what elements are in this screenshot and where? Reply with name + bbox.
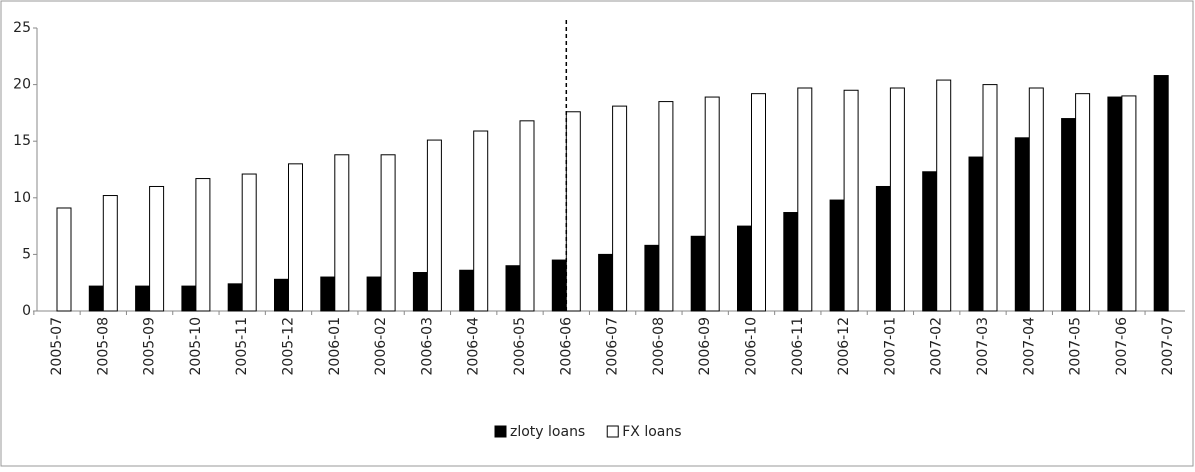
- x-tick-label: 2006-07: [605, 317, 621, 376]
- x-tick-label: 2005-12: [281, 317, 297, 376]
- bar: [1028, 87, 1044, 312]
- y-tick-label: 25: [13, 20, 31, 36]
- x-tick-label: 2006-08: [651, 317, 667, 376]
- x-tick-label: 2007-02: [929, 317, 945, 376]
- bar: [1121, 95, 1137, 312]
- bar: [644, 244, 660, 312]
- bar: [149, 185, 165, 312]
- bar: [426, 139, 442, 312]
- bar: [473, 130, 489, 312]
- bar: [459, 269, 475, 312]
- legend-label: FX loans: [622, 424, 681, 440]
- bar: [936, 79, 952, 312]
- legend-swatch: [494, 425, 507, 438]
- x-tick-label: 2005-09: [142, 317, 158, 376]
- bar: [288, 163, 303, 312]
- bar: [829, 199, 845, 312]
- x-tick-label: 2007-05: [1068, 317, 1084, 376]
- bar: [88, 285, 104, 312]
- legend-swatch: [606, 425, 619, 438]
- bar: [598, 253, 614, 312]
- bar: [690, 235, 706, 312]
- bar: [519, 120, 535, 312]
- x-tick-label: 2007-04: [1021, 317, 1037, 376]
- y-tick-label: 20: [13, 77, 31, 93]
- bar: [565, 111, 581, 312]
- x-tick-label: 2006-02: [373, 317, 389, 376]
- bar: [505, 265, 521, 312]
- bar: [366, 276, 382, 312]
- bar: [102, 195, 118, 312]
- y-tick-label: 5: [22, 246, 31, 262]
- y-tick-label: 10: [13, 190, 31, 206]
- bar: [658, 101, 674, 312]
- bar: [737, 225, 752, 312]
- x-tick-label: 2007-07: [1160, 317, 1176, 376]
- bar: [875, 185, 891, 312]
- x-tick-label: 2005-07: [49, 317, 65, 376]
- bar: [843, 89, 859, 312]
- bar: [412, 272, 428, 312]
- x-tick-label: 2006-05: [512, 317, 528, 376]
- x-tick-label: 2006-06: [558, 317, 574, 376]
- bar: [135, 285, 151, 312]
- y-tick-label: 15: [13, 133, 31, 149]
- bar: [1107, 96, 1123, 312]
- bar: [783, 212, 799, 312]
- bar: [704, 96, 720, 312]
- x-tick-label: 2006-12: [836, 317, 852, 376]
- x-tick-label: 2006-03: [419, 317, 435, 376]
- x-tick-label: 2005-08: [95, 317, 111, 376]
- x-tick-label: 2006-09: [697, 317, 713, 376]
- bar: [889, 87, 905, 312]
- bar: [227, 283, 243, 312]
- x-tick-label: 2007-03: [975, 317, 991, 376]
- bar: [982, 84, 998, 312]
- x-tick-label: 2006-04: [466, 317, 482, 376]
- x-tick-label: 2007-06: [1114, 317, 1130, 376]
- bar: [968, 156, 984, 312]
- bar: [274, 278, 289, 312]
- bar: [1075, 93, 1091, 312]
- bar: [551, 259, 567, 312]
- bar: [181, 285, 197, 312]
- bar: [241, 173, 257, 312]
- bar: [334, 154, 350, 312]
- bar: [1153, 75, 1169, 312]
- bar: [612, 105, 628, 312]
- x-tick-label: 2006-11: [790, 317, 806, 376]
- x-tick-label: 2006-10: [744, 317, 760, 376]
- x-tick-label: 2007-01: [882, 317, 898, 376]
- bar: [797, 87, 813, 312]
- x-tick-label: 2005-11: [234, 317, 250, 376]
- bar: [1014, 137, 1030, 312]
- bar: [320, 276, 336, 312]
- bar: [922, 171, 938, 312]
- y-tick-label: 0: [22, 303, 31, 319]
- bar: [380, 154, 396, 312]
- x-tick-label: 2005-10: [188, 317, 204, 376]
- bar: [195, 178, 211, 312]
- legend-label: zloty loans: [510, 424, 585, 440]
- bar: [1061, 118, 1077, 312]
- bar: [751, 93, 766, 312]
- x-tick-label: 2006-01: [327, 317, 343, 376]
- bar: [56, 207, 72, 312]
